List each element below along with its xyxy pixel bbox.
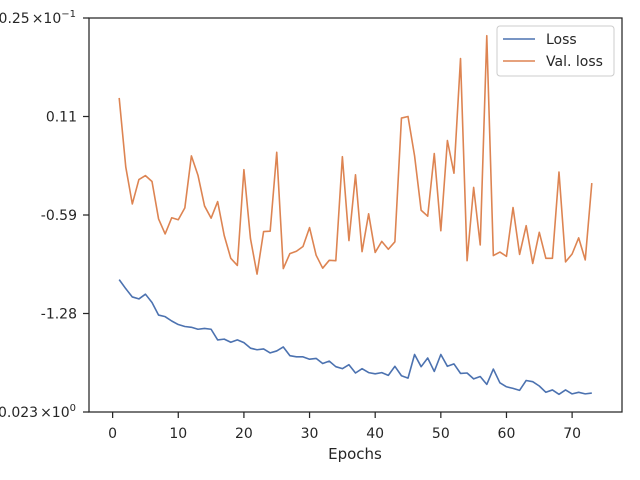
x-tick-label: 60: [498, 426, 516, 442]
x-axis-label: Epochs: [328, 445, 382, 463]
y-axis-ticks: -1.28 -0.59 0.11: [41, 17, 89, 413]
x-tick-label: 20: [235, 426, 253, 442]
x-axis-ticks: 0 10 20 30 40 50 60 70: [108, 412, 581, 442]
series-lines: [118, 34, 593, 396]
x-tick-label: 10: [169, 426, 187, 442]
series-line-loss: [118, 279, 592, 396]
y-tick-label: -0.59: [41, 208, 77, 224]
y-bottom-edge-label: 0.023 ×100: [0, 403, 76, 421]
legend-label-loss: Loss: [546, 32, 577, 48]
legend-label-val-loss: Val. loss: [546, 54, 603, 70]
y-tick-label: 0.11: [46, 110, 77, 126]
x-tick-label: 0: [108, 426, 117, 442]
series-line-val-loss: [118, 34, 593, 275]
x-tick-label: 70: [563, 426, 581, 442]
x-tick-label: 40: [366, 426, 384, 442]
x-tick-label: 50: [432, 426, 450, 442]
y-tick-label: -1.28: [41, 307, 77, 323]
x-tick-label: 30: [301, 426, 319, 442]
legend: Loss Val. loss: [496, 25, 615, 77]
y-top-edge-label: 0.25 ×10−1: [0, 9, 76, 27]
